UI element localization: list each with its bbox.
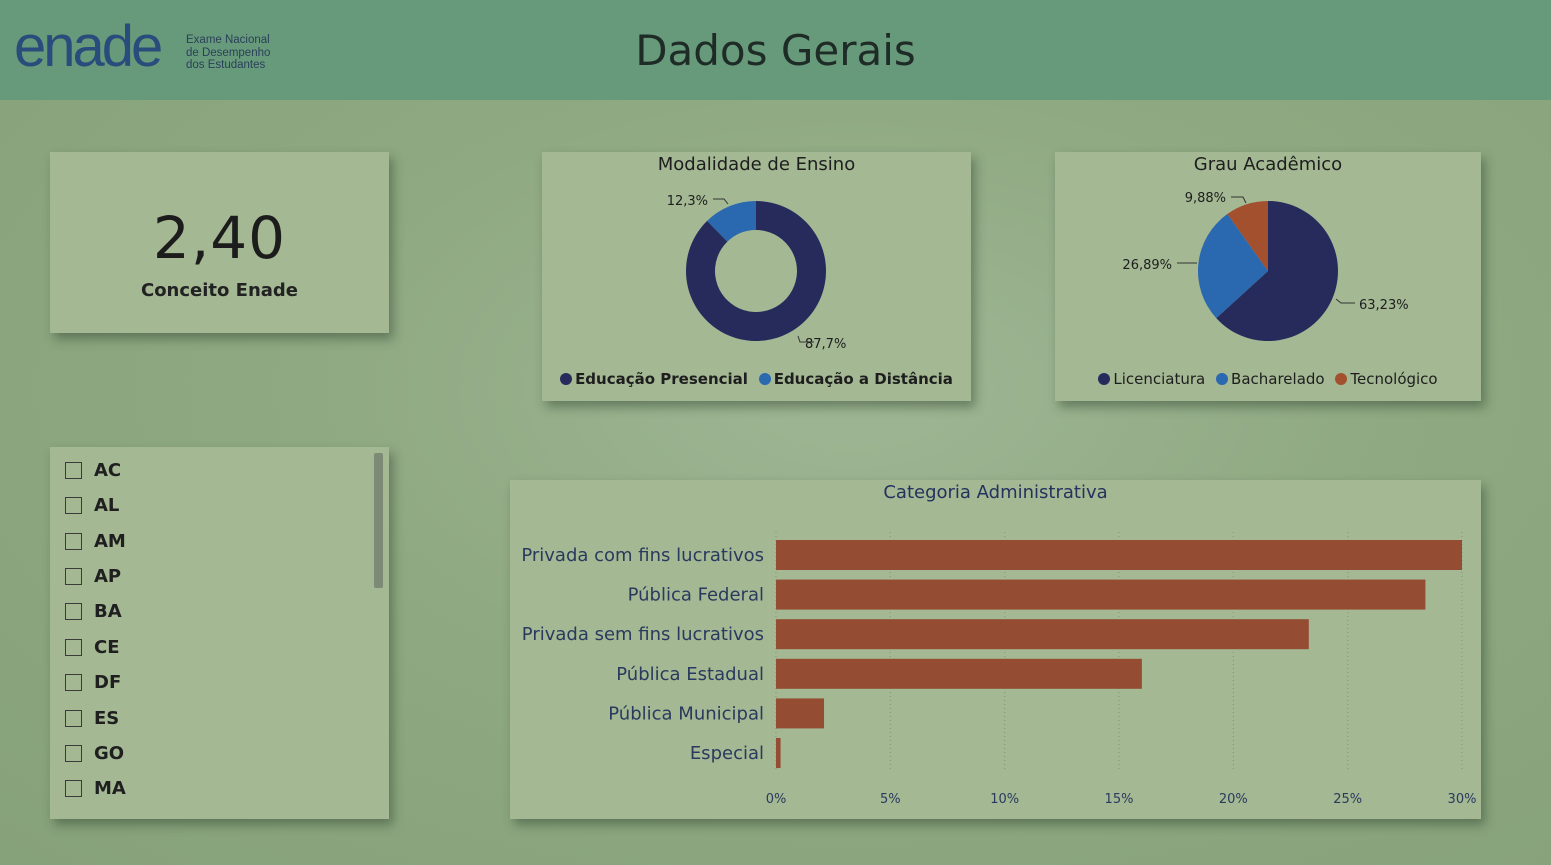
legend-item-presencial[interactable]: Educação Presencial bbox=[560, 370, 748, 388]
slicer-item-label: AL bbox=[94, 494, 120, 516]
legend-dot bbox=[1098, 373, 1111, 385]
logo-wordmark: enade bbox=[14, 14, 163, 79]
bar-4[interactable] bbox=[776, 698, 825, 729]
slicer-item-ce[interactable]: CE bbox=[65, 634, 120, 660]
modalidade-chart-card[interactable]: Modalidade de Ensino 87,7% 12,3% Educação… bbox=[542, 152, 971, 401]
slicer-checkbox[interactable] bbox=[65, 779, 82, 797]
y-category-label: Pública Federal bbox=[628, 585, 764, 606]
modalidade-title: Modalidade de Ensino bbox=[657, 154, 856, 175]
slicer-item-es[interactable]: ES bbox=[65, 705, 119, 731]
slicer-item-label: AM bbox=[94, 530, 126, 552]
grau-pie-chart[interactable]: 63,23% 26,89% 9,88% bbox=[1055, 152, 1481, 367]
slicer-checkbox[interactable] bbox=[65, 638, 82, 656]
slicer-item-label: AP bbox=[94, 565, 122, 587]
leader-line bbox=[713, 198, 729, 205]
categoria-chart-card[interactable]: Categoria Administrativa 0% 5% 10% 15% 20% 25… bbox=[510, 480, 1481, 819]
bar-5[interactable] bbox=[776, 738, 781, 768]
bar-0[interactable] bbox=[776, 540, 1462, 570]
slicer-checkbox[interactable] bbox=[65, 744, 82, 762]
x-tick-label: 15% bbox=[1105, 792, 1134, 807]
x-tick-label: 25% bbox=[1333, 792, 1362, 807]
slicer-item-label: GO bbox=[94, 742, 125, 764]
categoria-bar-chart[interactable]: 0% 5% 10% 15% 20% 25% 30% Privada com fins lucr… bbox=[510, 480, 1481, 819]
logo-subtitle: Exame Nacional de Desempenho dos Estudan… bbox=[186, 34, 271, 71]
slicer-item-label: CE bbox=[94, 636, 120, 658]
x-tick-label: 20% bbox=[1219, 792, 1248, 807]
x-tick-label: 5% bbox=[880, 792, 901, 807]
slicer-checkbox[interactable] bbox=[65, 709, 82, 727]
legend-dot bbox=[758, 373, 771, 385]
slicer-checkbox[interactable] bbox=[65, 496, 82, 514]
slicer-item-df[interactable]: DF bbox=[65, 669, 121, 695]
legend-dot bbox=[560, 373, 573, 385]
pie-label-tecnologico: 9,88% bbox=[1185, 191, 1226, 206]
leader-line bbox=[1335, 298, 1355, 304]
pie-slice-bacharelado[interactable] bbox=[1198, 214, 1268, 319]
donut-slice-presencial[interactable] bbox=[686, 201, 826, 341]
page-title: Dados Gerais bbox=[635, 26, 916, 75]
slicer-item-ma[interactable]: MA bbox=[65, 775, 126, 801]
grau-legend: Licenciatura Bacharelado Tecnológico bbox=[1055, 370, 1481, 389]
y-category-label: Especial bbox=[690, 743, 764, 764]
slicer-item-am[interactable]: AM bbox=[65, 528, 126, 554]
slicer-item-label: AC bbox=[94, 459, 122, 481]
legend-dot bbox=[1335, 373, 1348, 385]
donut-label-distancia: 12,3% bbox=[667, 194, 708, 209]
slicer-checkbox[interactable] bbox=[65, 461, 82, 479]
legend-item-licenciatura[interactable]: Licenciatura bbox=[1098, 370, 1205, 388]
slicer-item-al[interactable]: AL bbox=[65, 492, 119, 518]
x-tick-label: 10% bbox=[990, 792, 1019, 807]
y-category-label: Privada sem fins lucrativos bbox=[522, 624, 764, 645]
modalidade-donut-chart[interactable]: 87,7% 12,3% bbox=[542, 152, 971, 367]
grau-title: Grau Acadêmico bbox=[1193, 154, 1343, 175]
y-category-label: Pública Municipal bbox=[608, 703, 764, 724]
x-tick-label: 30% bbox=[1448, 792, 1477, 807]
grau-chart-card[interactable]: Grau Acadêmico 63,23% 26,89% 9,88% Licenci… bbox=[1055, 152, 1481, 401]
bar-1[interactable] bbox=[776, 579, 1426, 610]
pie-slice-tecnologico[interactable] bbox=[1227, 201, 1268, 271]
state-slicer[interactable]: AC AL AM AP BA CE DF ES GO MA bbox=[50, 447, 389, 819]
slicer-item-ac[interactable]: AC bbox=[65, 457, 121, 483]
donut-slice-distancia[interactable] bbox=[707, 201, 756, 242]
y-category-label: Pública Estadual bbox=[616, 664, 764, 685]
slicer-item-go[interactable]: GO bbox=[65, 740, 124, 766]
leader-line bbox=[1231, 196, 1247, 204]
legend-item-tecnologico[interactable]: Tecnológico bbox=[1335, 370, 1438, 388]
slicer-checkbox[interactable] bbox=[65, 567, 82, 585]
slicer-checkbox[interactable] bbox=[65, 602, 82, 620]
slicer-checkbox[interactable] bbox=[65, 673, 82, 691]
pie-label-bacharelado: 26,89% bbox=[1122, 258, 1172, 273]
donut-label-presencial: 87,7% bbox=[805, 337, 846, 352]
slicer-item-label: MA bbox=[94, 777, 126, 799]
slicer-item-label: ES bbox=[94, 707, 120, 729]
kpi-value: 2,40 bbox=[152, 204, 287, 272]
slicer-scrollbar[interactable] bbox=[374, 453, 383, 588]
slicer-item-ba[interactable]: BA bbox=[65, 598, 122, 624]
bar-2[interactable] bbox=[776, 619, 1309, 650]
header-bar: enade Exame Nacional de Desempenho dos E… bbox=[0, 0, 1551, 100]
slicer-item-label: DF bbox=[94, 671, 122, 693]
slicer-item-ap[interactable]: AP bbox=[65, 563, 121, 589]
bar-3[interactable] bbox=[776, 658, 1142, 689]
x-tick-label: 0% bbox=[766, 792, 787, 807]
kpi-card-conceito[interactable]: 2,40 Conceito Enade bbox=[50, 152, 389, 333]
pie-slice-licenciatura[interactable] bbox=[1216, 201, 1338, 341]
y-category-label: Privada com fins lucrativos bbox=[521, 545, 764, 566]
kpi-label: Conceito Enade bbox=[140, 280, 299, 301]
pie-label-licenciatura: 63,23% bbox=[1359, 298, 1409, 313]
legend-item-distancia[interactable]: Educação a Distância bbox=[758, 370, 953, 388]
modalidade-legend: Educação Presencial Educação a Distância bbox=[542, 370, 971, 389]
slicer-checkbox[interactable] bbox=[65, 532, 82, 550]
legend-dot bbox=[1216, 373, 1229, 385]
categoria-title: Categoria Administrativa bbox=[883, 482, 1108, 503]
leader-line bbox=[797, 335, 814, 343]
legend-item-bacharelado[interactable]: Bacharelado bbox=[1216, 370, 1325, 388]
slicer-item-label: BA bbox=[94, 600, 122, 622]
